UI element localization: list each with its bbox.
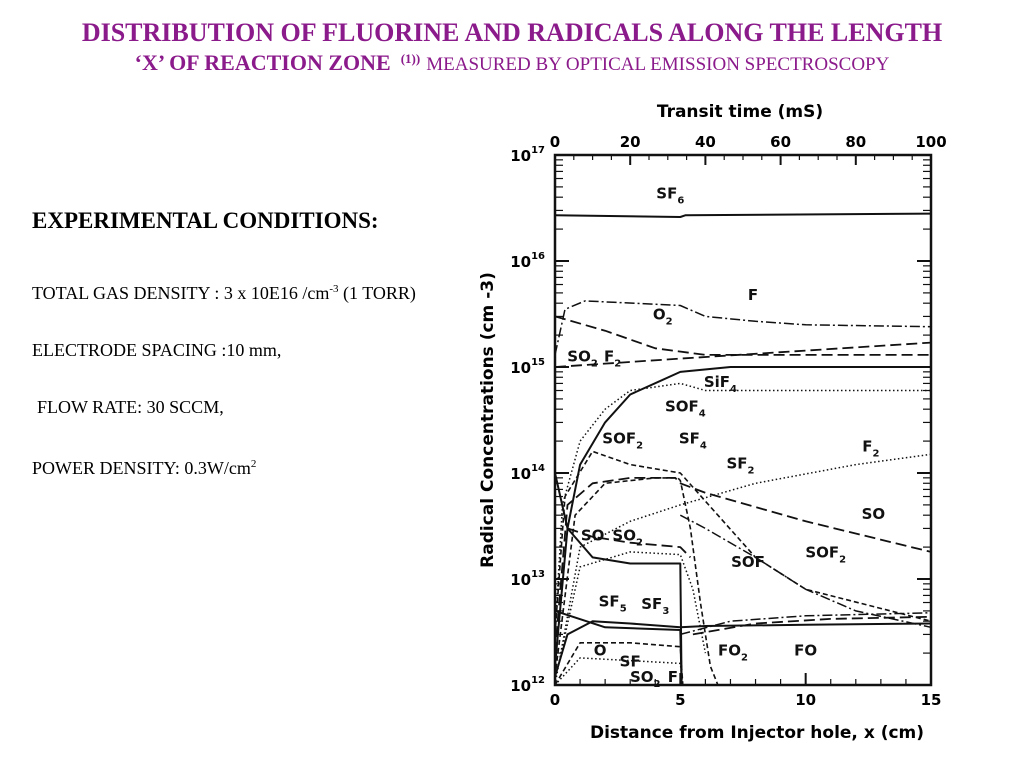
experimental-conditions: EXPERIMENTAL CONDITIONS: TOTAL GAS DENSI…	[32, 208, 462, 512]
slide-title: DISTRIBUTION OF FLUORINE AND RADICALS AL…	[0, 18, 1024, 80]
series-annotation: O	[594, 641, 607, 659]
series-annotation: SO	[862, 505, 886, 523]
title-line-2-main: ‘X’ OF REACTION ZONE	[134, 50, 391, 75]
series-line-so2	[554, 551, 707, 681]
y-tick-label: 1017	[510, 145, 545, 165]
top-tick-label: 0	[550, 133, 560, 151]
x-axis-label: Distance from Injector hole, x (cm)	[590, 723, 924, 743]
series-annotation: SO	[581, 527, 605, 545]
conditions-heading: EXPERIMENTAL CONDITIONS:	[32, 208, 379, 233]
series-lines	[554, 212, 932, 686]
title-line-2: ‘X’ OF REACTION ZONE (1)) MEASURED BY OPTI…	[0, 48, 1024, 80]
top-axis-ticks: 0 20 40 60 80 100	[550, 133, 947, 165]
series-line-sf	[554, 641, 684, 686]
top-tick-label: 80	[845, 133, 866, 151]
radical-concentration-chart: Transit time (mS) 0 20 40 60 80 100 101710161…	[478, 102, 947, 743]
y-tick-label: 1016	[510, 251, 545, 271]
plot-frame	[553, 153, 933, 687]
series-annotation: SOF2	[602, 429, 643, 451]
series-annotation: SF3	[641, 595, 669, 617]
series-annotation: SF5	[599, 593, 627, 615]
series-annotation: F	[668, 668, 678, 686]
series-annotation: FO	[794, 641, 817, 659]
series-line-so2f2	[554, 341, 932, 368]
top-tick-label: 20	[620, 133, 641, 151]
series-line-so2f	[554, 657, 684, 686]
series-line-fo2	[680, 612, 932, 636]
series-annotation: SF4	[679, 429, 707, 451]
series-line-sf2	[554, 477, 719, 686]
series-annotation: SO2	[630, 668, 661, 690]
y-tick-label: 1012	[510, 675, 545, 695]
series-annotation: SF2	[726, 455, 754, 477]
power-density-exponent: 2	[250, 458, 257, 470]
x-tick-label: 10	[795, 691, 816, 709]
series-line-sif4	[554, 366, 931, 667]
top-tick-label: 40	[695, 133, 716, 151]
series-line-f	[554, 300, 932, 356]
x-tick-label: 5	[675, 691, 685, 709]
series-line-f2	[554, 453, 932, 686]
series-annotation: SF6	[656, 184, 684, 206]
title-line-1: DISTRIBUTION OF FLUORINE AND RADICALS AL…	[81, 18, 943, 47]
series-annotation: SiF4	[704, 373, 737, 395]
gas-density-suffix: (1 TORR)	[338, 283, 416, 303]
series-line-o	[554, 620, 932, 677]
title-line-2-tail: MEASURED BY OPTICAL EMISSION SPECTROSCOP…	[426, 54, 890, 75]
y-tick-label: 1013	[510, 569, 545, 589]
series-line-sof2	[554, 450, 932, 635]
electrode-spacing-text: ELECTRODE SPACING :10 mm,	[32, 340, 282, 360]
gas-density-text: TOTAL GAS DENSITY : 3 x 10E16 /cm-3 (1 T…	[32, 276, 462, 307]
y-tick-label: 1014	[510, 463, 545, 483]
x-tick-label: 15	[921, 691, 942, 709]
power-density-prefix: POWER DENSITY: 0.3W/cm	[32, 458, 251, 478]
series-annotation: SO2	[612, 527, 643, 549]
series-annotation: SO2	[567, 347, 598, 369]
power-density-text: POWER DENSITY: 0.3W/cm2	[32, 451, 462, 482]
series-line-sof	[679, 514, 932, 629]
series-annotation: SOF4	[665, 398, 706, 420]
series-annotation: O2	[653, 306, 673, 328]
top-axis-label: Transit time (mS)	[657, 102, 823, 122]
series-line-so	[567, 527, 692, 559]
series-line-o2	[554, 315, 931, 356]
series-annotation: F	[748, 286, 758, 304]
x-tick-label: 0	[550, 691, 560, 709]
y-axis-ticks: 1017 1016 1015 1014 1013 1012	[510, 145, 931, 695]
series-line-fo	[692, 615, 932, 636]
series-line-sf5	[554, 472, 683, 686]
series-annotation: SOF	[731, 553, 765, 571]
y-axis-label: Radical Concentrations (cm -3)	[478, 272, 498, 568]
series-annotation: F2	[862, 437, 879, 459]
gas-density-prefix: TOTAL GAS DENSITY : 3 x 10E16 /cm	[32, 283, 330, 303]
series-annotation: FO2	[718, 641, 748, 663]
top-tick-label: 100	[915, 133, 946, 151]
series-annotation: F2	[604, 347, 621, 369]
x-axis-ticks: 0 5 10 15	[550, 673, 942, 709]
title-reference: (1))	[400, 51, 421, 66]
top-tick-label: 60	[770, 133, 791, 151]
gas-density-exponent: -3	[329, 283, 339, 295]
series-annotation: SOF2	[805, 543, 846, 565]
series-line-sf6	[554, 212, 932, 218]
series-annotation: SF	[620, 652, 641, 670]
flow-rate-text: FLOW RATE: 30 SCCM,	[37, 397, 224, 417]
y-tick-label: 1015	[510, 357, 545, 377]
